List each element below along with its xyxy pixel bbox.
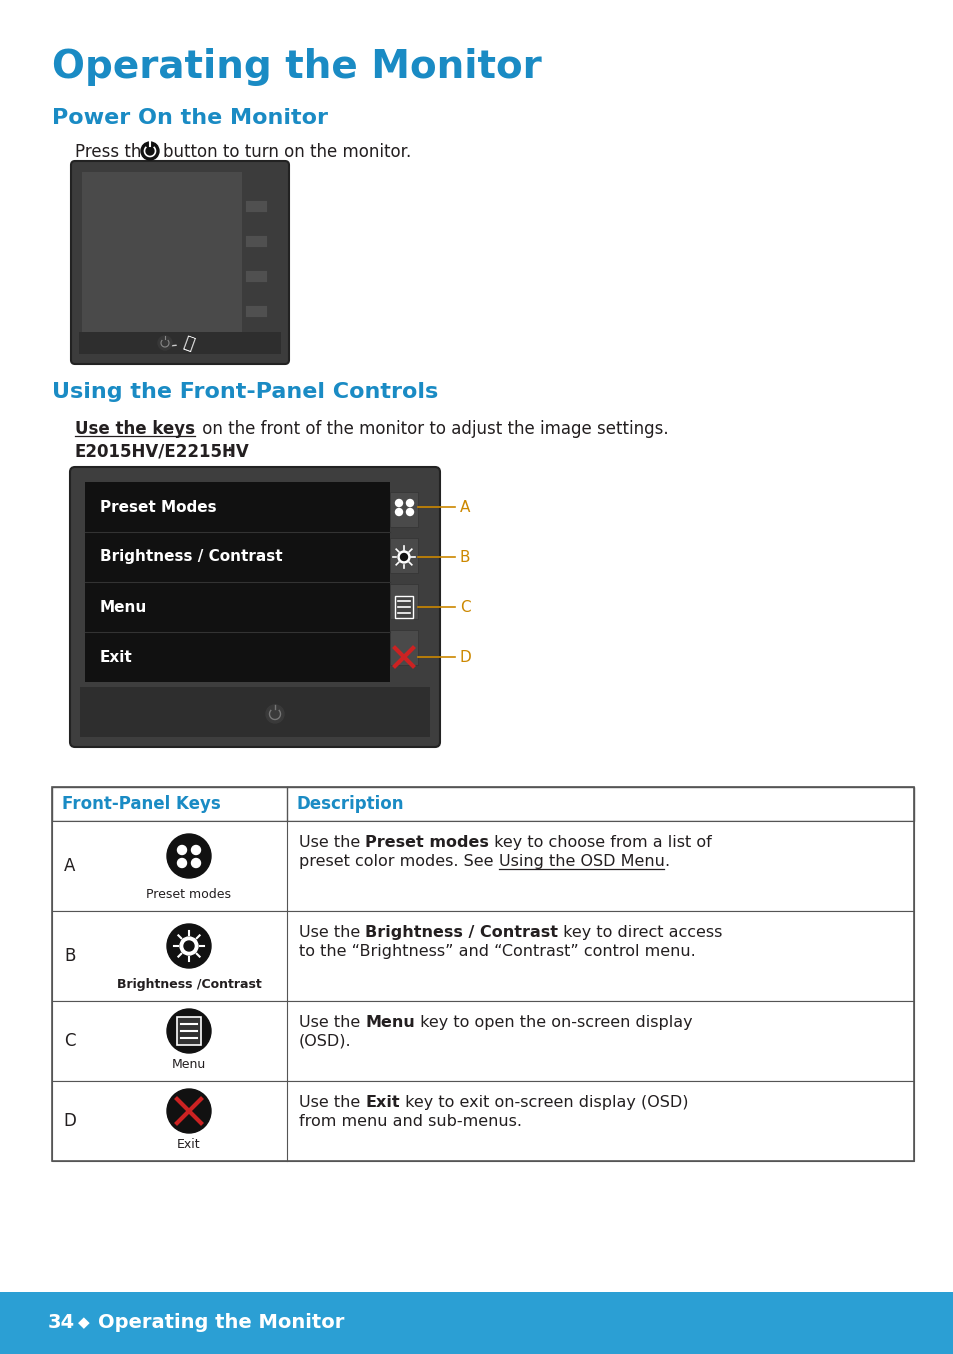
Bar [85, 482, 390, 682]
Circle shape [180, 937, 198, 955]
Circle shape [266, 705, 284, 723]
Bar [245, 236, 267, 246]
Text: A: A [64, 857, 75, 875]
Text: key to direct access: key to direct access [558, 925, 722, 940]
Circle shape [167, 1009, 211, 1053]
Circle shape [167, 1089, 211, 1133]
Text: button to turn on the monitor.: button to turn on the monitor. [163, 144, 411, 161]
Circle shape [395, 500, 402, 506]
Bar [390, 492, 417, 527]
Text: to the “Brightness” and “Contrast” control menu.: to the “Brightness” and “Contrast” contr… [298, 944, 695, 959]
Circle shape [192, 845, 200, 854]
Text: Operating the Monitor: Operating the Monitor [52, 47, 541, 87]
Bar [52, 1001, 913, 1080]
Text: Exit: Exit [100, 650, 132, 665]
Text: Press the: Press the [75, 144, 156, 161]
Text: Exit: Exit [177, 1137, 200, 1151]
Text: on the front of the monitor to adjust the image settings.: on the front of the monitor to adjust th… [196, 420, 668, 437]
Circle shape [400, 554, 407, 561]
Text: Brightness / Contrast: Brightness / Contrast [365, 925, 558, 940]
Text: Use the: Use the [298, 925, 365, 940]
Bar [82, 172, 242, 337]
Text: Power On the Monitor: Power On the Monitor [52, 108, 328, 129]
Text: C: C [64, 1032, 75, 1049]
Text: Exit: Exit [365, 1095, 399, 1110]
Text: Brightness /Contrast: Brightness /Contrast [116, 978, 261, 991]
Text: key to choose from a list of: key to choose from a list of [489, 835, 711, 850]
Bar [245, 269, 267, 282]
Bar [390, 630, 417, 665]
Text: ◆: ◆ [78, 1316, 90, 1331]
Text: Use the keys: Use the keys [75, 420, 194, 437]
Circle shape [158, 336, 172, 349]
Bar [245, 305, 267, 317]
Bar [0, 1292, 953, 1354]
FancyBboxPatch shape [70, 467, 439, 747]
Text: B: B [459, 550, 470, 565]
Circle shape [167, 834, 211, 877]
Text: Preset modes: Preset modes [365, 835, 489, 850]
Bar [52, 1080, 913, 1160]
Text: Front-Panel Keys: Front-Panel Keys [62, 795, 220, 812]
Text: Menu: Menu [100, 600, 147, 615]
Text: Using the OSD Menu: Using the OSD Menu [498, 854, 664, 869]
Circle shape [406, 500, 413, 506]
Text: Preset modes: Preset modes [147, 888, 232, 900]
Text: Brightness / Contrast: Brightness / Contrast [100, 550, 282, 565]
Text: C: C [459, 600, 470, 615]
Circle shape [192, 858, 200, 868]
Bar [177, 1017, 201, 1045]
Text: preset color modes. See: preset color modes. See [298, 854, 498, 869]
Text: 34: 34 [48, 1313, 75, 1332]
Circle shape [144, 145, 156, 157]
Circle shape [177, 858, 186, 868]
Bar [245, 200, 267, 213]
Bar [52, 787, 913, 1160]
Circle shape [397, 551, 410, 563]
Text: E2015HV/E2215HV: E2015HV/E2215HV [75, 441, 250, 460]
Text: Description: Description [296, 795, 404, 812]
Text: Menu: Menu [365, 1016, 415, 1030]
Text: D: D [459, 650, 471, 665]
Bar [395, 596, 413, 617]
Text: ✋: ✋ [181, 333, 196, 353]
Text: key to exit on-screen display (OSD): key to exit on-screen display (OSD) [399, 1095, 688, 1110]
Text: Preset Modes: Preset Modes [100, 500, 216, 515]
Text: D: D [64, 1112, 76, 1131]
Circle shape [141, 142, 159, 160]
Text: .: . [664, 854, 669, 869]
Text: Menu: Menu [172, 1057, 206, 1071]
Text: Use the: Use the [298, 1095, 365, 1110]
Text: :: : [227, 441, 233, 460]
Text: B: B [64, 946, 75, 965]
Text: Use the: Use the [298, 1016, 365, 1030]
Bar [52, 821, 913, 911]
Bar [390, 538, 417, 573]
Text: Using the Front-Panel Controls: Using the Front-Panel Controls [52, 382, 437, 402]
Circle shape [177, 845, 186, 854]
Text: A: A [459, 500, 470, 515]
Bar [390, 584, 417, 619]
Text: key to open the on-screen display: key to open the on-screen display [415, 1016, 692, 1030]
Bar [80, 686, 430, 737]
FancyBboxPatch shape [71, 161, 289, 364]
Circle shape [184, 941, 193, 951]
Text: (OSD).: (OSD). [298, 1034, 352, 1049]
Bar [52, 787, 913, 821]
Bar [79, 332, 281, 353]
Circle shape [167, 923, 211, 968]
Text: from menu and sub-menus.: from menu and sub-menus. [298, 1114, 521, 1129]
Circle shape [406, 509, 413, 516]
Circle shape [395, 509, 402, 516]
Text: Operating the Monitor: Operating the Monitor [98, 1313, 344, 1332]
Bar [52, 911, 913, 1001]
Text: Use the: Use the [298, 835, 365, 850]
